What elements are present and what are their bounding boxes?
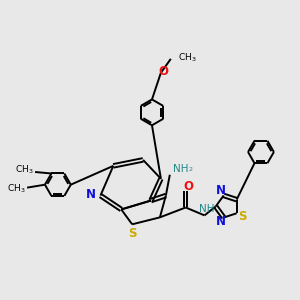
Text: CH$_3$: CH$_3$: [178, 52, 197, 64]
Text: $_2$: $_2$: [188, 165, 193, 174]
Text: S: S: [128, 227, 137, 240]
Text: N: N: [86, 188, 96, 202]
Text: NH: NH: [199, 204, 214, 214]
Text: S: S: [238, 210, 247, 223]
Text: CH$_3$: CH$_3$: [7, 182, 26, 195]
Text: NH: NH: [173, 164, 188, 174]
Text: O: O: [159, 65, 169, 78]
Text: N: N: [216, 184, 226, 196]
Text: N: N: [216, 215, 226, 229]
Text: O: O: [183, 180, 193, 193]
Text: CH$_3$: CH$_3$: [15, 164, 34, 176]
